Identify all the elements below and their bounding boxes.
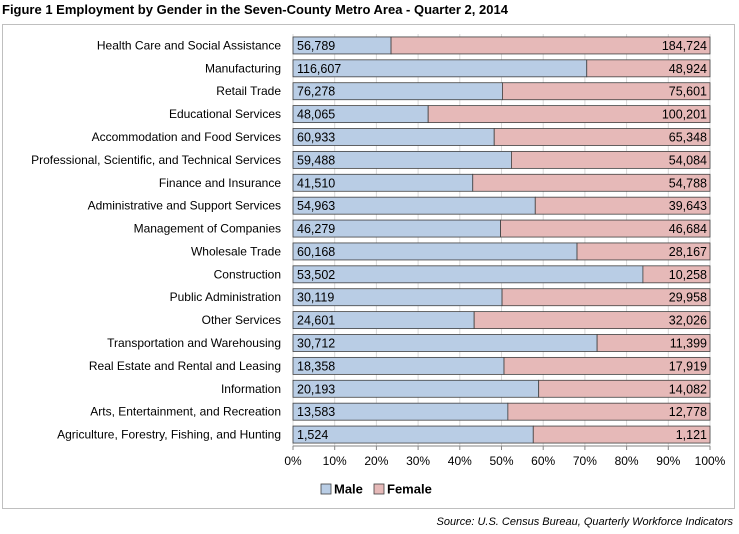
female-value-label: 100,201 (662, 108, 707, 122)
female-value-label: 17,919 (669, 359, 707, 373)
male-value-label: 46,279 (297, 222, 335, 236)
category-label: Management of Companies (134, 222, 281, 236)
female-value-label: 54,788 (669, 176, 707, 190)
category-label: Retail Trade (216, 84, 281, 98)
female-value-label: 184,724 (662, 39, 707, 53)
bar-male (292, 265, 644, 284)
male-value-label: 53,502 (297, 268, 335, 282)
category-label: Health Care and Social Assistance (97, 38, 281, 52)
bar-female (507, 402, 711, 421)
bar-female (502, 82, 711, 101)
male-value-label: 60,168 (297, 245, 335, 259)
bar-female (473, 311, 711, 330)
female-value-label: 65,348 (669, 131, 707, 145)
legend-swatch-male (320, 483, 332, 495)
category-label: Accommodation and Food Services (92, 130, 281, 144)
x-tick-label: 50% (489, 454, 513, 468)
female-value-label: 48,924 (669, 62, 707, 76)
x-tick-label: 80% (615, 454, 639, 468)
male-value-label: 116,607 (297, 62, 341, 76)
female-value-label: 39,643 (669, 199, 707, 213)
category-label: Transportation and Warehousing (107, 336, 281, 350)
category-label: Public Administration (170, 290, 281, 304)
bar-male (292, 334, 598, 352)
male-value-label: 41,510 (297, 176, 335, 190)
female-value-label: 75,601 (669, 85, 707, 99)
category-label: Other Services (202, 313, 281, 327)
category-label: Professional, Scientific, and Technical … (31, 153, 281, 167)
female-value-label: 1,121 (676, 428, 707, 442)
male-value-label: 20,193 (297, 382, 335, 396)
male-value-label: 30,119 (297, 291, 334, 305)
category-label: Information (221, 382, 281, 396)
male-value-label: 76,278 (297, 85, 335, 99)
female-value-label: 12,778 (669, 405, 707, 419)
category-label: Arts, Entertainment, and Recreation (90, 405, 281, 419)
x-tick-label: 30% (406, 454, 430, 468)
male-value-label: 56,789 (297, 39, 335, 53)
bar-female (501, 288, 711, 307)
male-value-label: 48,065 (297, 108, 335, 122)
female-value-label: 10,258 (669, 268, 707, 282)
x-tick-label: 20% (364, 454, 388, 468)
bar-female (642, 265, 711, 284)
bar-chart: Health Care and Social Assistance 56,789 1… (31, 34, 726, 497)
male-value-label: 59,488 (297, 153, 335, 167)
category-label: Educational Services (169, 107, 281, 121)
x-tick-label: 0% (284, 454, 302, 468)
male-value-label: 30,712 (297, 337, 335, 351)
x-tick-label: 60% (531, 454, 555, 468)
male-value-label: 1,524 (297, 428, 328, 442)
legend-label-male: Male (334, 482, 363, 497)
category-label: Finance and Insurance (159, 176, 281, 190)
bar-female (472, 173, 711, 192)
x-tick-label: 90% (656, 454, 680, 468)
female-value-label: 28,167 (669, 245, 707, 259)
male-value-label: 13,583 (297, 405, 335, 419)
bar-female (503, 356, 711, 375)
category-label: Manufacturing (205, 61, 281, 75)
male-value-label: 18,358 (297, 359, 335, 373)
male-value-label: 54,963 (297, 199, 335, 213)
bar-female (538, 379, 711, 398)
bar-female (532, 425, 711, 444)
bar-female (586, 59, 711, 78)
source-note: Source: U.S. Census Bureau, Quarterly Wo… (436, 516, 733, 528)
female-value-label: 29,958 (669, 291, 707, 305)
legend-label-female: Female (387, 482, 432, 497)
category-label: Construction (214, 267, 281, 281)
bar-female (390, 36, 711, 55)
legend-swatch-female (373, 483, 385, 495)
bar-female (576, 242, 711, 261)
category-label: Agriculture, Forestry, Fishing, and Hunt… (57, 428, 281, 442)
x-tick-label: 10% (323, 454, 347, 468)
x-tick-label: 70% (573, 454, 597, 468)
male-value-label: 60,933 (297, 131, 335, 145)
category-label: Wholesale Trade (191, 244, 281, 258)
female-value-label: 32,026 (669, 314, 707, 328)
category-label: Real Estate and Rental and Leasing (89, 359, 281, 373)
bar-female (596, 334, 711, 352)
male-value-label: 24,601 (297, 314, 335, 328)
bar-male (292, 425, 534, 444)
bar-female (511, 150, 711, 169)
chart-title: Figure 1 Employment by Gender in the Sev… (2, 2, 508, 17)
bar-female (427, 105, 711, 124)
x-tick-label: 40% (448, 454, 472, 468)
x-tick-label: 100% (695, 454, 726, 468)
bar-male (292, 242, 578, 261)
female-value-label: 11,399 (670, 337, 707, 351)
female-value-label: 46,684 (669, 222, 707, 236)
bar-female (493, 128, 711, 146)
female-value-label: 54,084 (669, 153, 707, 167)
bar-female (500, 219, 711, 238)
category-label: Administrative and Support Services (88, 199, 281, 213)
chart-area: Health Care and Social Assistance 56,789 1… (2, 24, 735, 509)
bar-female (534, 196, 711, 215)
female-value-label: 14,082 (669, 382, 707, 396)
